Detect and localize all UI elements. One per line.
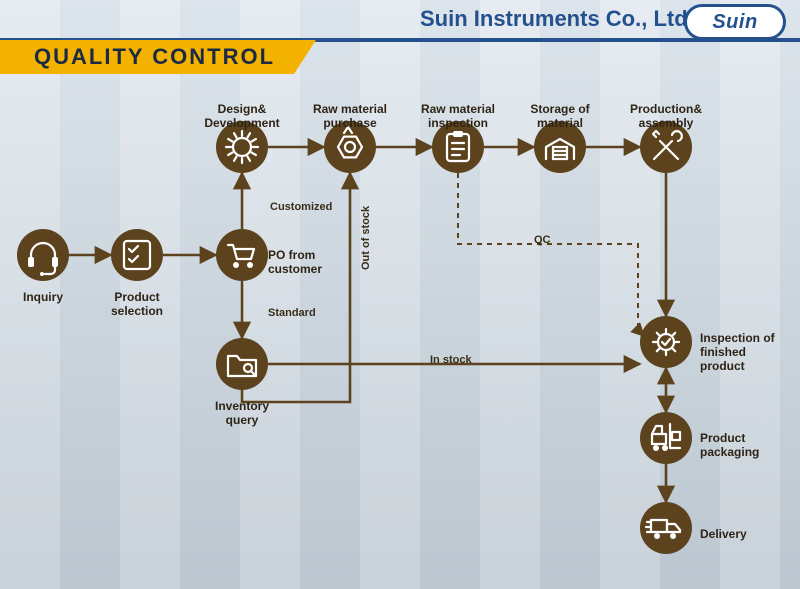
forklift-icon [644,416,688,460]
tools-icon [644,125,688,169]
node-label-prod: Production& assembly [620,103,712,131]
node-invq [216,338,268,390]
node-finspect [640,316,692,368]
node-label-finspect: Inspection of finished product [700,332,790,373]
node-selection [111,229,163,281]
warehouse-icon [538,125,582,169]
clipboard-icon [436,125,480,169]
node-label-po: PO from customer [268,249,348,277]
headset-icon [21,233,65,277]
node-label-pack: Product packaging [700,432,780,460]
node-label-purchase: Raw material purchase [304,103,396,131]
node-label-inquiry: Inquiry [13,291,73,305]
folder-icon [220,342,264,386]
edge-13 [458,173,644,336]
spark-icon [220,125,264,169]
edge-label-12: In stock [430,354,472,366]
node-pack [640,412,692,464]
node-label-rinspect: Raw material inspection [412,103,504,131]
truck-icon [644,506,688,550]
node-label-storage: Storage of material [520,103,600,131]
nut-icon [328,125,372,169]
node-inquiry [17,229,69,281]
edge-label-3: Standard [268,307,316,319]
checklist-icon [115,233,159,277]
edge-label-2: Customized [270,201,332,213]
node-label-invq: Inventory query [197,400,287,428]
cart-icon [220,233,264,277]
edge-label-13: QC [534,234,551,246]
edge-label-11: Out of stock [360,206,372,270]
gearcheck-icon [644,320,688,364]
node-po [216,229,268,281]
node-delivery [640,502,692,554]
node-label-selection: Product selection [101,291,173,319]
node-label-design: Design& Development [196,103,288,131]
node-label-delivery: Delivery [700,528,770,542]
